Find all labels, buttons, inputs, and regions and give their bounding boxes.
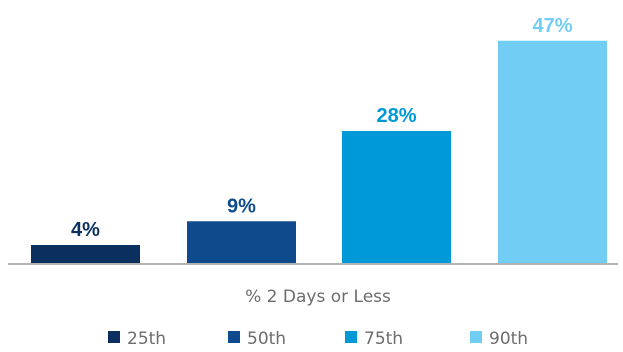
- legend-swatch-25th: [108, 331, 120, 343]
- legend-label-25th: 25th: [127, 329, 166, 349]
- data-label-25th: 4%: [71, 219, 100, 241]
- legend-item-50th: 50th: [228, 329, 286, 349]
- x-axis-title: % 2 Days or Less: [245, 287, 391, 307]
- legend: 25th 50th 75th 90th: [108, 329, 528, 349]
- legend-swatch-75th: [345, 331, 357, 343]
- legend-swatch-90th: [470, 331, 482, 343]
- legend-swatch-50th: [228, 331, 240, 343]
- data-label-50th: 9%: [227, 195, 256, 217]
- bar-90th: [498, 40, 607, 264]
- legend-item-75th: 75th: [345, 329, 403, 349]
- legend-label-75th: 75th: [364, 329, 403, 349]
- bar-25th: [31, 245, 140, 264]
- data-labels-group: 4% 9% 28% 47%: [71, 15, 573, 241]
- bars-group: [31, 40, 607, 264]
- legend-label-90th: 90th: [489, 329, 528, 349]
- legend-item-90th: 90th: [470, 329, 528, 349]
- data-label-75th: 28%: [376, 105, 416, 127]
- legend-item-25th: 25th: [108, 329, 166, 349]
- bar-50th: [187, 221, 296, 264]
- data-label-90th: 47%: [532, 15, 572, 37]
- legend-label-50th: 50th: [247, 329, 286, 349]
- bar-75th: [342, 131, 451, 264]
